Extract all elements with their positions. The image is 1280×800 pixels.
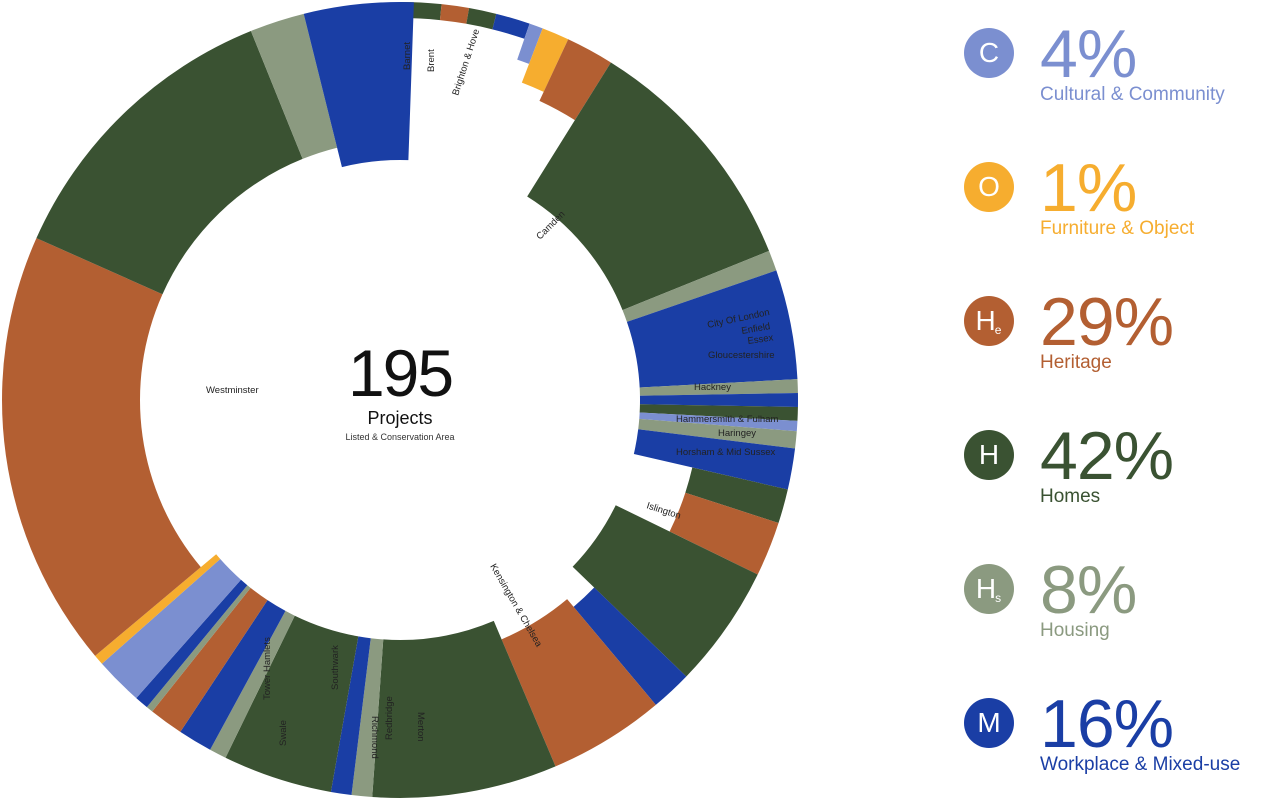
segment-homes <box>527 62 770 311</box>
borough-label: Hammersmith & Fulham <box>676 414 778 425</box>
segment-furniture-object <box>95 554 221 664</box>
project-count: 195 <box>347 336 454 410</box>
segment-heritage <box>2 238 201 656</box>
segment-heritage <box>439 4 470 24</box>
legend-percent: 16% <box>1040 686 1174 762</box>
segment-housing <box>250 13 338 159</box>
segment-workplace-mixed-use <box>639 393 799 407</box>
cultural-community-badge-icon: C <box>964 28 1014 78</box>
legend-item: He 29% Heritage <box>964 288 1280 398</box>
segment-workplace-mixed-use <box>136 579 248 708</box>
badge-letter: C <box>978 37 1000 68</box>
legend-name: Workplace & Mixed-use <box>1040 754 1241 775</box>
segment-housing <box>639 379 798 396</box>
donut-hole <box>202 202 598 598</box>
badge-letter: M <box>977 707 1001 738</box>
legend-name: Cultural & Community <box>1040 84 1225 105</box>
borough-label: Gloucestershire <box>708 350 775 361</box>
legend-percent: 1% <box>1040 150 1137 226</box>
segment-homes <box>36 30 303 295</box>
segment-homes <box>572 505 758 677</box>
chart-center: 195 Projects Listed & Conservation Area <box>200 340 600 442</box>
segment-heritage <box>539 39 611 121</box>
legend-name: Housing <box>1040 620 1110 641</box>
segment-heritage <box>669 492 779 575</box>
badge-letter: H <box>978 439 1000 470</box>
segment-workplace-mixed-use <box>626 270 798 388</box>
borough-label: Tower Hamlets <box>262 637 273 700</box>
borough-label: Haringey <box>718 428 756 439</box>
legend-item: Hs 8% Housing <box>964 556 1280 666</box>
project-count-label: Projects <box>367 408 433 428</box>
borough-label: Camden <box>534 209 567 242</box>
legend-name: Homes <box>1040 486 1101 507</box>
legend-item: H 42% Homes <box>964 422 1280 532</box>
segment-homes <box>372 620 556 799</box>
housing-badge-icon: Hs <box>964 564 1014 614</box>
segment-homes <box>466 8 497 30</box>
borough-label: Enfield <box>741 321 772 337</box>
borough-label: Hackney <box>694 382 731 393</box>
segment-workplace-mixed-use <box>573 587 687 705</box>
segment-workplace-mixed-use <box>492 13 530 39</box>
segment-workplace-mixed-use <box>180 600 286 750</box>
project-count-sublabel: Listed & Conservation Area <box>345 432 455 442</box>
borough-label: Islington <box>645 500 682 521</box>
badge-sub: s <box>995 591 1002 605</box>
segment-housing <box>638 418 797 449</box>
legend-percent: 42% <box>1040 418 1174 494</box>
borough-label: Swale <box>278 720 289 746</box>
legend-percent: 4% <box>1040 16 1137 92</box>
segment-heritage <box>501 599 656 767</box>
legend-percent: 8% <box>1040 552 1137 628</box>
segment-cultural-community <box>639 412 798 432</box>
segment-workplace-mixed-use <box>633 429 796 490</box>
borough-label: Brighton & Hove <box>450 28 482 97</box>
furniture-object-badge-icon: O <box>964 162 1014 212</box>
badge-sub: e <box>994 323 1002 337</box>
borough-label: Merton <box>415 712 426 742</box>
segment-housing <box>622 250 777 322</box>
segment-cultural-community <box>517 23 543 64</box>
borough-label: Redbridge <box>384 696 395 740</box>
borough-label: Essex <box>747 332 774 347</box>
segment-housing <box>146 585 251 712</box>
segment-furniture-object <box>521 28 569 92</box>
badge-letter: H <box>975 573 997 604</box>
segment-homes <box>685 467 788 523</box>
legend-item: O 1% Furniture & Object <box>964 154 1280 264</box>
segment-workplace-mixed-use <box>303 1 414 168</box>
badge-letter: O <box>978 171 1000 202</box>
segment-housing <box>210 610 295 758</box>
homes-badge-icon: H <box>964 430 1014 480</box>
borough-label: Horsham & Mid Sussex <box>676 447 776 458</box>
borough-label: Brent <box>426 49 437 72</box>
borough-label: Westminster <box>206 385 259 396</box>
segment-housing <box>351 638 384 798</box>
heritage-badge-icon: He <box>964 296 1014 346</box>
legend-percent: 29% <box>1040 284 1174 360</box>
segment-heritage <box>152 587 268 732</box>
borough-label: Barnet <box>402 42 413 70</box>
legend-item: C 4% Cultural & Community <box>964 20 1280 130</box>
legend-item: M 16% Workplace & Mixed-use <box>964 690 1280 800</box>
borough-label: Southwark <box>330 645 341 690</box>
borough-label: Richmond <box>369 716 380 759</box>
segment-workplace-mixed-use <box>330 636 371 796</box>
segment-homes <box>639 404 798 421</box>
workplace-mixed-use-badge-icon: M <box>964 698 1014 748</box>
segment-cultural-community <box>101 559 241 699</box>
badge-letter: H <box>975 305 996 336</box>
segment-homes <box>225 615 359 792</box>
legend-name: Furniture & Object <box>1040 218 1195 239</box>
legend-name: Heritage <box>1040 352 1112 373</box>
